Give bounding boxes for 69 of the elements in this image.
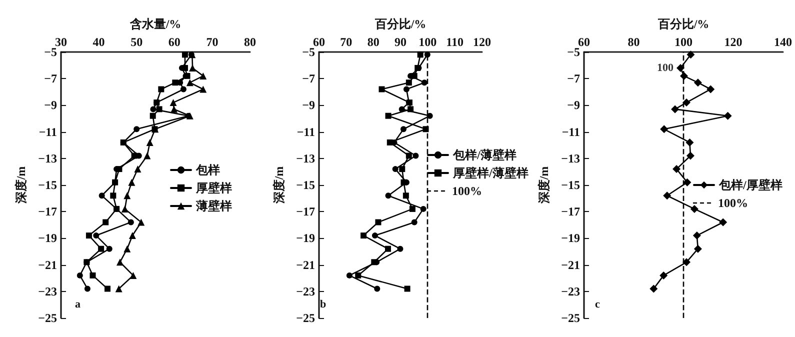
y-tick-label: −13 <box>296 151 315 166</box>
y-tick-label: −9 <box>44 98 57 112</box>
legend-label: 薄壁样 <box>195 199 232 213</box>
y-tick-label: −11 <box>562 124 580 139</box>
y-tick-label: −23 <box>561 284 580 298</box>
x-tick-label: 50 <box>130 35 143 49</box>
y-tick-label: −11 <box>38 124 57 139</box>
x-tick-label: 40 <box>92 35 105 49</box>
y-axis-title: 深度/m <box>537 166 551 205</box>
annotation: 100 <box>657 62 674 74</box>
y-tick-label: −23 <box>38 284 57 298</box>
y-tick-label: −17 <box>296 204 315 219</box>
ref-line-label: 100% <box>452 184 482 198</box>
y-tick-label: −17 <box>38 204 57 219</box>
y-tick-label: −23 <box>296 284 315 298</box>
legend-label: 厚壁样 <box>195 181 232 195</box>
y-tick-label: −19 <box>38 231 57 246</box>
y-tick-label: −7 <box>44 72 57 86</box>
y-tick-label: −21 <box>296 258 315 272</box>
annotation: c <box>595 298 600 310</box>
x-tick-label: 60 <box>578 35 590 49</box>
y-tick-label: −25 <box>561 311 580 325</box>
x-tick-label: 110 <box>446 35 464 49</box>
y-tick-label: −15 <box>38 178 57 192</box>
y-tick-label: −7 <box>302 72 315 86</box>
x-tick-label: 70 <box>340 35 352 49</box>
y-tick-label: −21 <box>561 258 580 272</box>
y-tick-label: −15 <box>296 178 315 192</box>
x-axis-title: 百分比/% <box>374 17 426 31</box>
y-tick-label: −19 <box>296 231 315 246</box>
x-axis-title: 百分比/% <box>656 17 710 31</box>
y-tick-label: −19 <box>561 231 580 246</box>
y-tick-label: −15 <box>561 178 580 192</box>
y-tick-label: −21 <box>38 258 57 272</box>
x-tick-label: 90 <box>394 35 406 49</box>
legend-label: 包样/薄壁样 <box>452 148 516 162</box>
legend-label: 厚壁样/薄壁样 <box>452 166 528 180</box>
y-tick-label: −9 <box>302 98 315 112</box>
annotation: b <box>320 298 326 310</box>
y-axis-title: 深度/m <box>272 166 286 205</box>
x-tick-label: 80 <box>628 35 640 49</box>
y-tick-label: −13 <box>38 151 57 166</box>
legend-label: 包样/厚壁样 <box>718 178 782 192</box>
y-tick-label: −5 <box>567 45 580 59</box>
x-tick-label: 60 <box>313 35 325 49</box>
annotation: a <box>75 298 81 310</box>
x-tick-label: 30 <box>55 35 67 49</box>
legend-label: 包样 <box>195 163 220 177</box>
y-tick-label: −5 <box>44 45 57 59</box>
x-tick-label: 120 <box>473 35 491 49</box>
y-tick-label: −9 <box>567 98 580 112</box>
y-axis-title: 深度/m <box>14 166 28 205</box>
y-tick-label: −13 <box>561 151 580 166</box>
x-tick-label: 120 <box>724 35 742 49</box>
y-tick-label: −5 <box>302 45 315 59</box>
x-tick-label: 80 <box>244 35 256 49</box>
x-axis-title: 含水量/% <box>128 17 182 31</box>
y-tick-label: −7 <box>567 72 580 86</box>
y-tick-label: −17 <box>561 204 580 219</box>
ref-line-label: 100% <box>718 196 748 210</box>
y-tick-label: −11 <box>296 124 315 139</box>
y-tick-label: −25 <box>296 311 315 325</box>
x-tick-label: 80 <box>367 35 380 49</box>
x-tick-label: 100 <box>674 35 692 49</box>
x-tick-label: 70 <box>206 35 218 49</box>
y-tick-label: −25 <box>38 311 57 325</box>
x-tick-label: 100 <box>418 35 437 49</box>
x-tick-label: 60 <box>168 35 180 49</box>
x-tick-label: 140 <box>774 35 792 49</box>
